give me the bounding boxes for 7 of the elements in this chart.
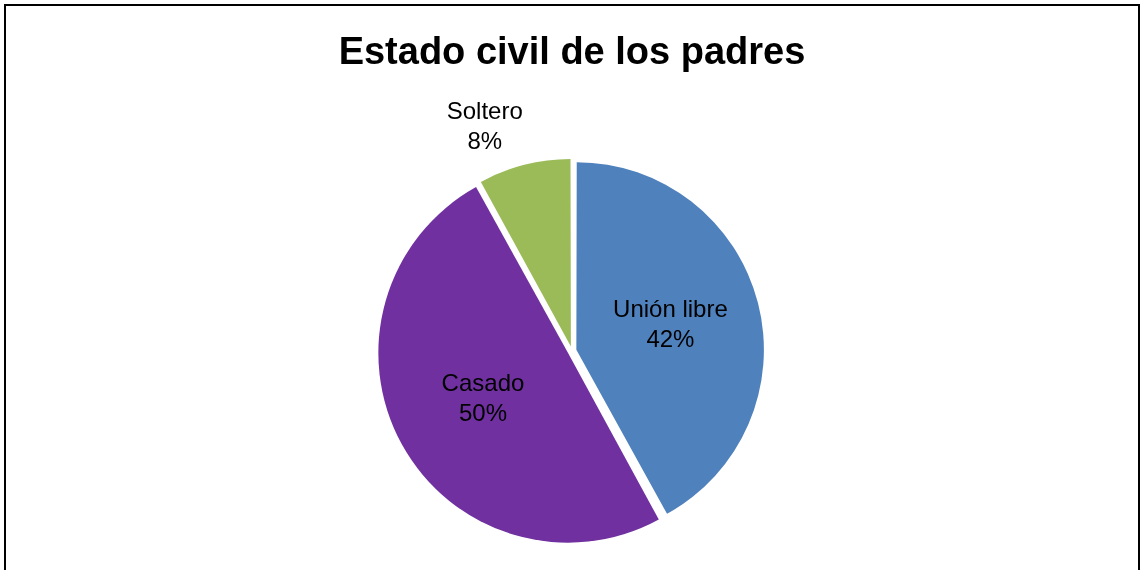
chart-title: Estado civil de los padres <box>338 30 806 73</box>
slice-label: Unión libre <box>613 295 728 323</box>
data-label: 42% <box>646 325 695 353</box>
slice-label: Casado <box>441 369 525 397</box>
slice-label: Soltero <box>446 97 523 125</box>
data-label: 50% <box>458 399 507 427</box>
data-label: 8% <box>467 127 503 155</box>
